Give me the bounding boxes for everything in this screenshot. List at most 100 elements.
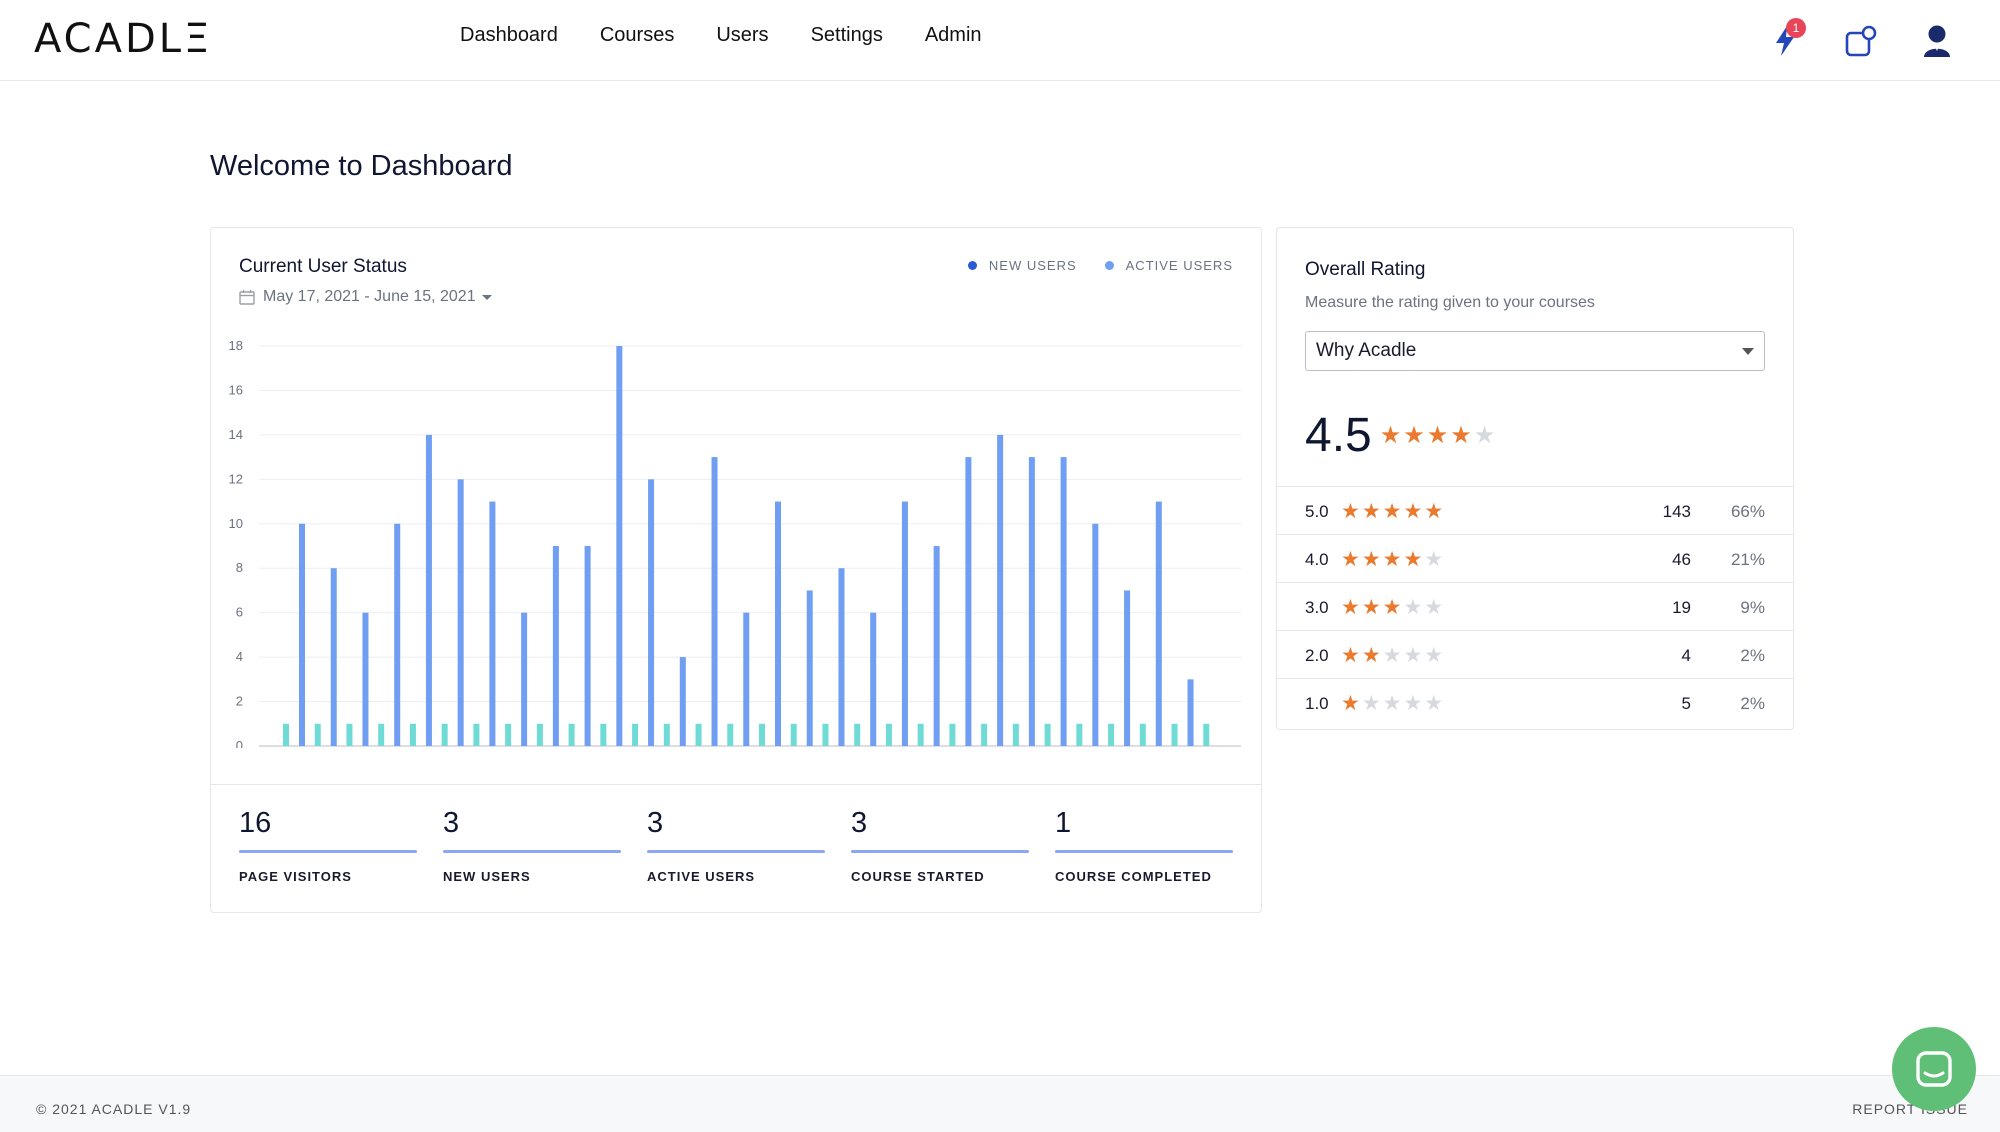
page-title: Welcome to Dashboard	[210, 150, 513, 182]
bar-new-users	[1028, 457, 1035, 746]
announcements-button[interactable]	[1838, 18, 1884, 64]
star-filled-icon: ★	[1361, 596, 1381, 619]
nav-dashboard[interactable]: Dashboard	[460, 24, 558, 46]
average-rating: 4.5 ★ ★ ★ ★ ★	[1305, 408, 1497, 463]
star-empty-icon: ★	[1361, 692, 1381, 715]
stats-row: 16 PAGE VISITORS 3 NEW USERS 3 ACTIVE US…	[211, 784, 1261, 912]
bar-active-users	[1108, 723, 1115, 746]
stat-underline	[239, 850, 417, 853]
star-filled-icon: ★	[1341, 644, 1360, 667]
bar-new-users	[584, 546, 591, 746]
bar-active-users	[505, 723, 512, 746]
stat-underline	[1055, 850, 1233, 853]
star-empty-icon: ★	[1382, 692, 1402, 715]
acadle-logo[interactable]: ACADLΞ	[34, 16, 213, 62]
user-status-chart: 0 2 4 6 8 10 12 14 16 18	[229, 338, 1241, 748]
star-filled-icon: ★	[1450, 422, 1472, 449]
rating-row-label: 1.0	[1305, 694, 1329, 713]
stat-course-started: 3 COURSE STARTED	[851, 807, 1029, 884]
y-tick-label: 8	[236, 560, 243, 575]
stat-value: 3	[443, 807, 460, 839]
bar-active-users	[759, 723, 765, 746]
star-filled-icon: ★	[1341, 500, 1360, 523]
bar-active-users	[1171, 723, 1178, 746]
bar-active-users	[441, 723, 448, 746]
bar-new-users	[330, 568, 337, 746]
star-filled-icon: ★	[1424, 500, 1444, 523]
rating-row-3: 3.0 ★ ★ ★ ★ ★ 19 9%	[1277, 582, 1793, 630]
nav-users[interactable]: Users	[716, 24, 769, 46]
nav-admin[interactable]: Admin	[924, 24, 982, 46]
bar-active-users	[885, 723, 892, 746]
bar-active-users	[473, 723, 480, 746]
star-filled-icon: ★	[1426, 422, 1449, 449]
bar-new-users	[362, 612, 369, 746]
y-tick-label: 16	[229, 382, 243, 397]
bar-new-users	[679, 657, 686, 746]
bar-new-users	[901, 501, 908, 746]
stat-label: ACTIVE USERS	[647, 869, 756, 884]
chat-icon	[1916, 1051, 1952, 1087]
rating-row-percent: 21%	[1730, 550, 1765, 569]
footer: © 2021 ACADLE V1.9 REPORT ISSUE	[0, 1075, 2000, 1132]
average-rating-value: 4.5	[1305, 409, 1372, 462]
rating-row-1: 1.0 ★ ★ ★ ★ ★ 5 2%	[1277, 678, 1793, 726]
rating-row-stars: ★ ★ ★ ★ ★	[1341, 691, 1445, 716]
bar-active-users	[1139, 723, 1146, 746]
stat-label: COURSE STARTED	[851, 869, 985, 884]
bar-new-users	[1060, 457, 1067, 746]
stat-value: 3	[851, 807, 868, 839]
nav-courses[interactable]: Courses	[599, 24, 675, 46]
chat-launcher-button[interactable]	[1892, 1027, 1976, 1111]
stat-value: 16	[239, 807, 272, 839]
legend-label-active-users: ACTIVE USERS	[1125, 258, 1233, 273]
overall-rating-card: Overall Rating Measure the rating given …	[1276, 227, 1794, 730]
profile-button[interactable]	[1914, 18, 1960, 64]
copyright-text: © 2021 ACADLE V1.9	[36, 1101, 192, 1117]
rating-row-stars: ★ ★ ★ ★ ★	[1341, 499, 1445, 524]
notification-badge: 1	[1786, 18, 1806, 38]
bar-new-users	[521, 612, 528, 746]
nav-settings[interactable]: Settings	[810, 24, 883, 46]
header-actions: 1	[1732, 18, 1960, 64]
rating-row-count: 19	[1672, 598, 1691, 617]
user-status-title: Current User Status	[239, 256, 407, 277]
chat-bubble-icon	[1845, 25, 1877, 57]
stat-value: 3	[647, 807, 664, 839]
bar-active-users	[283, 723, 289, 746]
rating-row-count: 4	[1681, 646, 1691, 665]
bar-active-users	[346, 723, 353, 746]
stat-label: PAGE VISITORS	[239, 869, 352, 884]
notifications-button[interactable]: 1	[1762, 18, 1808, 64]
bar-active-users	[981, 723, 988, 746]
rating-row-count: 143	[1662, 502, 1691, 521]
rating-row-label: 2.0	[1305, 646, 1329, 665]
star-filled-icon: ★	[1341, 692, 1360, 715]
bar-active-users	[378, 723, 385, 746]
date-range-picker[interactable]: May 17, 2021 - June 15, 2021	[239, 288, 494, 306]
bar-active-users	[822, 723, 829, 746]
bar-active-users	[790, 723, 797, 746]
star-empty-icon: ★	[1403, 692, 1423, 715]
caret-down-icon	[1742, 348, 1754, 355]
star-filled-icon: ★	[1403, 422, 1425, 449]
star-filled-icon: ★	[1403, 548, 1423, 571]
bar-new-users	[711, 457, 718, 746]
stat-underline	[647, 850, 825, 853]
bar-new-users	[648, 479, 655, 746]
bar-new-users	[997, 434, 1004, 746]
stat-page-visitors: 16 PAGE VISITORS	[239, 807, 417, 884]
bar-new-users	[1124, 590, 1131, 746]
stat-underline	[443, 850, 621, 853]
bar-new-users	[775, 501, 781, 746]
stat-label: NEW USERS	[443, 869, 531, 884]
average-rating-stars: ★ ★ ★ ★ ★	[1380, 421, 1498, 450]
bar-active-users	[632, 723, 639, 746]
bar-new-users	[933, 546, 940, 746]
course-select[interactable]: Why Acadle	[1305, 331, 1765, 371]
bar-active-users	[1012, 723, 1019, 746]
bar-new-users	[394, 523, 401, 746]
legend-label-new-users: NEW USERS	[988, 258, 1077, 273]
rating-row-stars: ★ ★ ★ ★ ★	[1341, 547, 1445, 572]
y-tick-label: 2	[236, 694, 243, 709]
